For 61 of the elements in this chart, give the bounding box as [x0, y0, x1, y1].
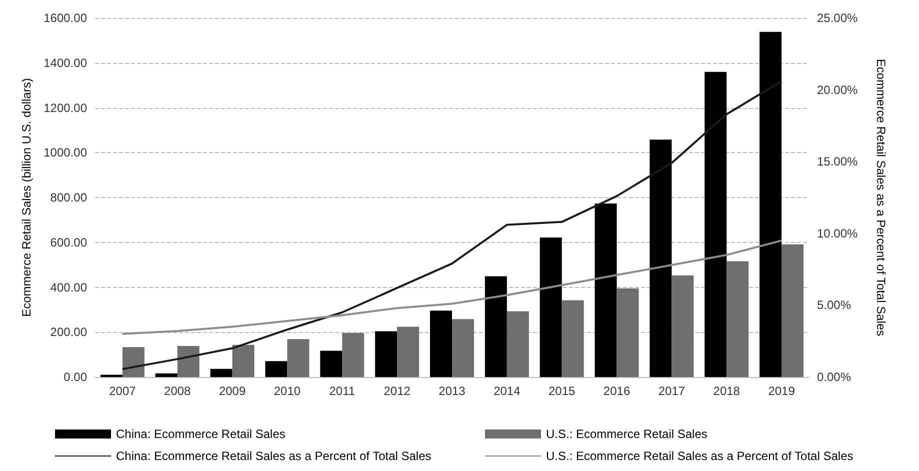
bar — [594, 204, 617, 377]
y2-tick-label: 15.00% — [817, 154, 858, 169]
y-axis-title: Ecommerce Retail Sales (billion U.S. dollars) — [20, 78, 34, 317]
x-tick-label: 2007 — [109, 384, 136, 398]
bar — [177, 346, 200, 377]
y-tick-label: 1400.00 — [44, 56, 88, 70]
bar — [672, 275, 694, 377]
bar — [375, 331, 398, 377]
line-series — [121, 240, 783, 335]
legend-label: China: Ecommerce Retail Sales as a Percent of Total Sales — [116, 449, 432, 463]
x-tick-label: 2010 — [274, 384, 301, 398]
x-tick-label: 2019 — [768, 384, 796, 398]
y2-tick-label: 10.00% — [817, 226, 858, 240]
x-tick-label: 2014 — [494, 384, 521, 398]
x-tick-label: 2009 — [218, 384, 246, 398]
y-tick-label: 400.00 — [50, 280, 88, 294]
bar — [232, 344, 254, 377]
bar — [122, 347, 144, 377]
x-tick-label: 2016 — [603, 384, 630, 398]
x-tick-label: 2015 — [548, 384, 576, 398]
y-tick-label: 200.00 — [50, 325, 88, 340]
bar — [342, 333, 364, 377]
bar — [562, 300, 584, 377]
bar — [484, 276, 507, 377]
y2-tick-label: 25.00% — [817, 11, 858, 25]
bar — [287, 339, 310, 377]
bar — [760, 32, 782, 377]
x-tick-label: 2012 — [384, 384, 411, 398]
bar — [506, 311, 529, 377]
y2-tick-label: 5.00% — [817, 298, 852, 312]
bar — [320, 350, 342, 377]
legend-label: China: Ecommerce Retail Sales — [116, 427, 286, 441]
bar — [540, 237, 562, 377]
bar — [650, 140, 672, 377]
x-tick-label: 2018 — [713, 384, 740, 398]
x-tick-label: 2011 — [329, 384, 356, 398]
bar — [397, 326, 420, 377]
y-tick-label: 1600.00 — [44, 11, 88, 25]
bar — [155, 373, 178, 377]
bar — [726, 261, 749, 377]
legend-label: U.S.: Ecommerce Retail Sales — [546, 427, 708, 441]
x-tick-label: 2013 — [438, 384, 466, 398]
x-tick-label: 2017 — [658, 384, 686, 398]
y-tick-label: 1200.00 — [44, 100, 88, 115]
y2-axis-title: Ecommerce Retail Sales as a Percent of Total Sales — [874, 58, 888, 336]
bar — [452, 319, 474, 377]
bar — [210, 368, 232, 377]
y-tick-label: 600.00 — [50, 235, 88, 250]
bar — [704, 72, 727, 377]
y2-tick-label: 0.00% — [817, 370, 852, 384]
bar — [430, 310, 452, 377]
y-tick-label: 0.00 — [64, 370, 88, 384]
bar — [616, 288, 639, 377]
bar — [782, 244, 804, 377]
y-tick-label: 800.00 — [50, 190, 88, 204]
legend-label: U.S.: Ecommerce Retail Sales as a Percent of Total Sales — [546, 449, 854, 463]
line-series — [121, 80, 783, 370]
y-tick-label: 1000.00 — [44, 146, 88, 160]
y2-tick-label: 20.00% — [817, 82, 858, 97]
bar — [265, 361, 288, 377]
x-tick-label: 2008 — [164, 384, 192, 398]
